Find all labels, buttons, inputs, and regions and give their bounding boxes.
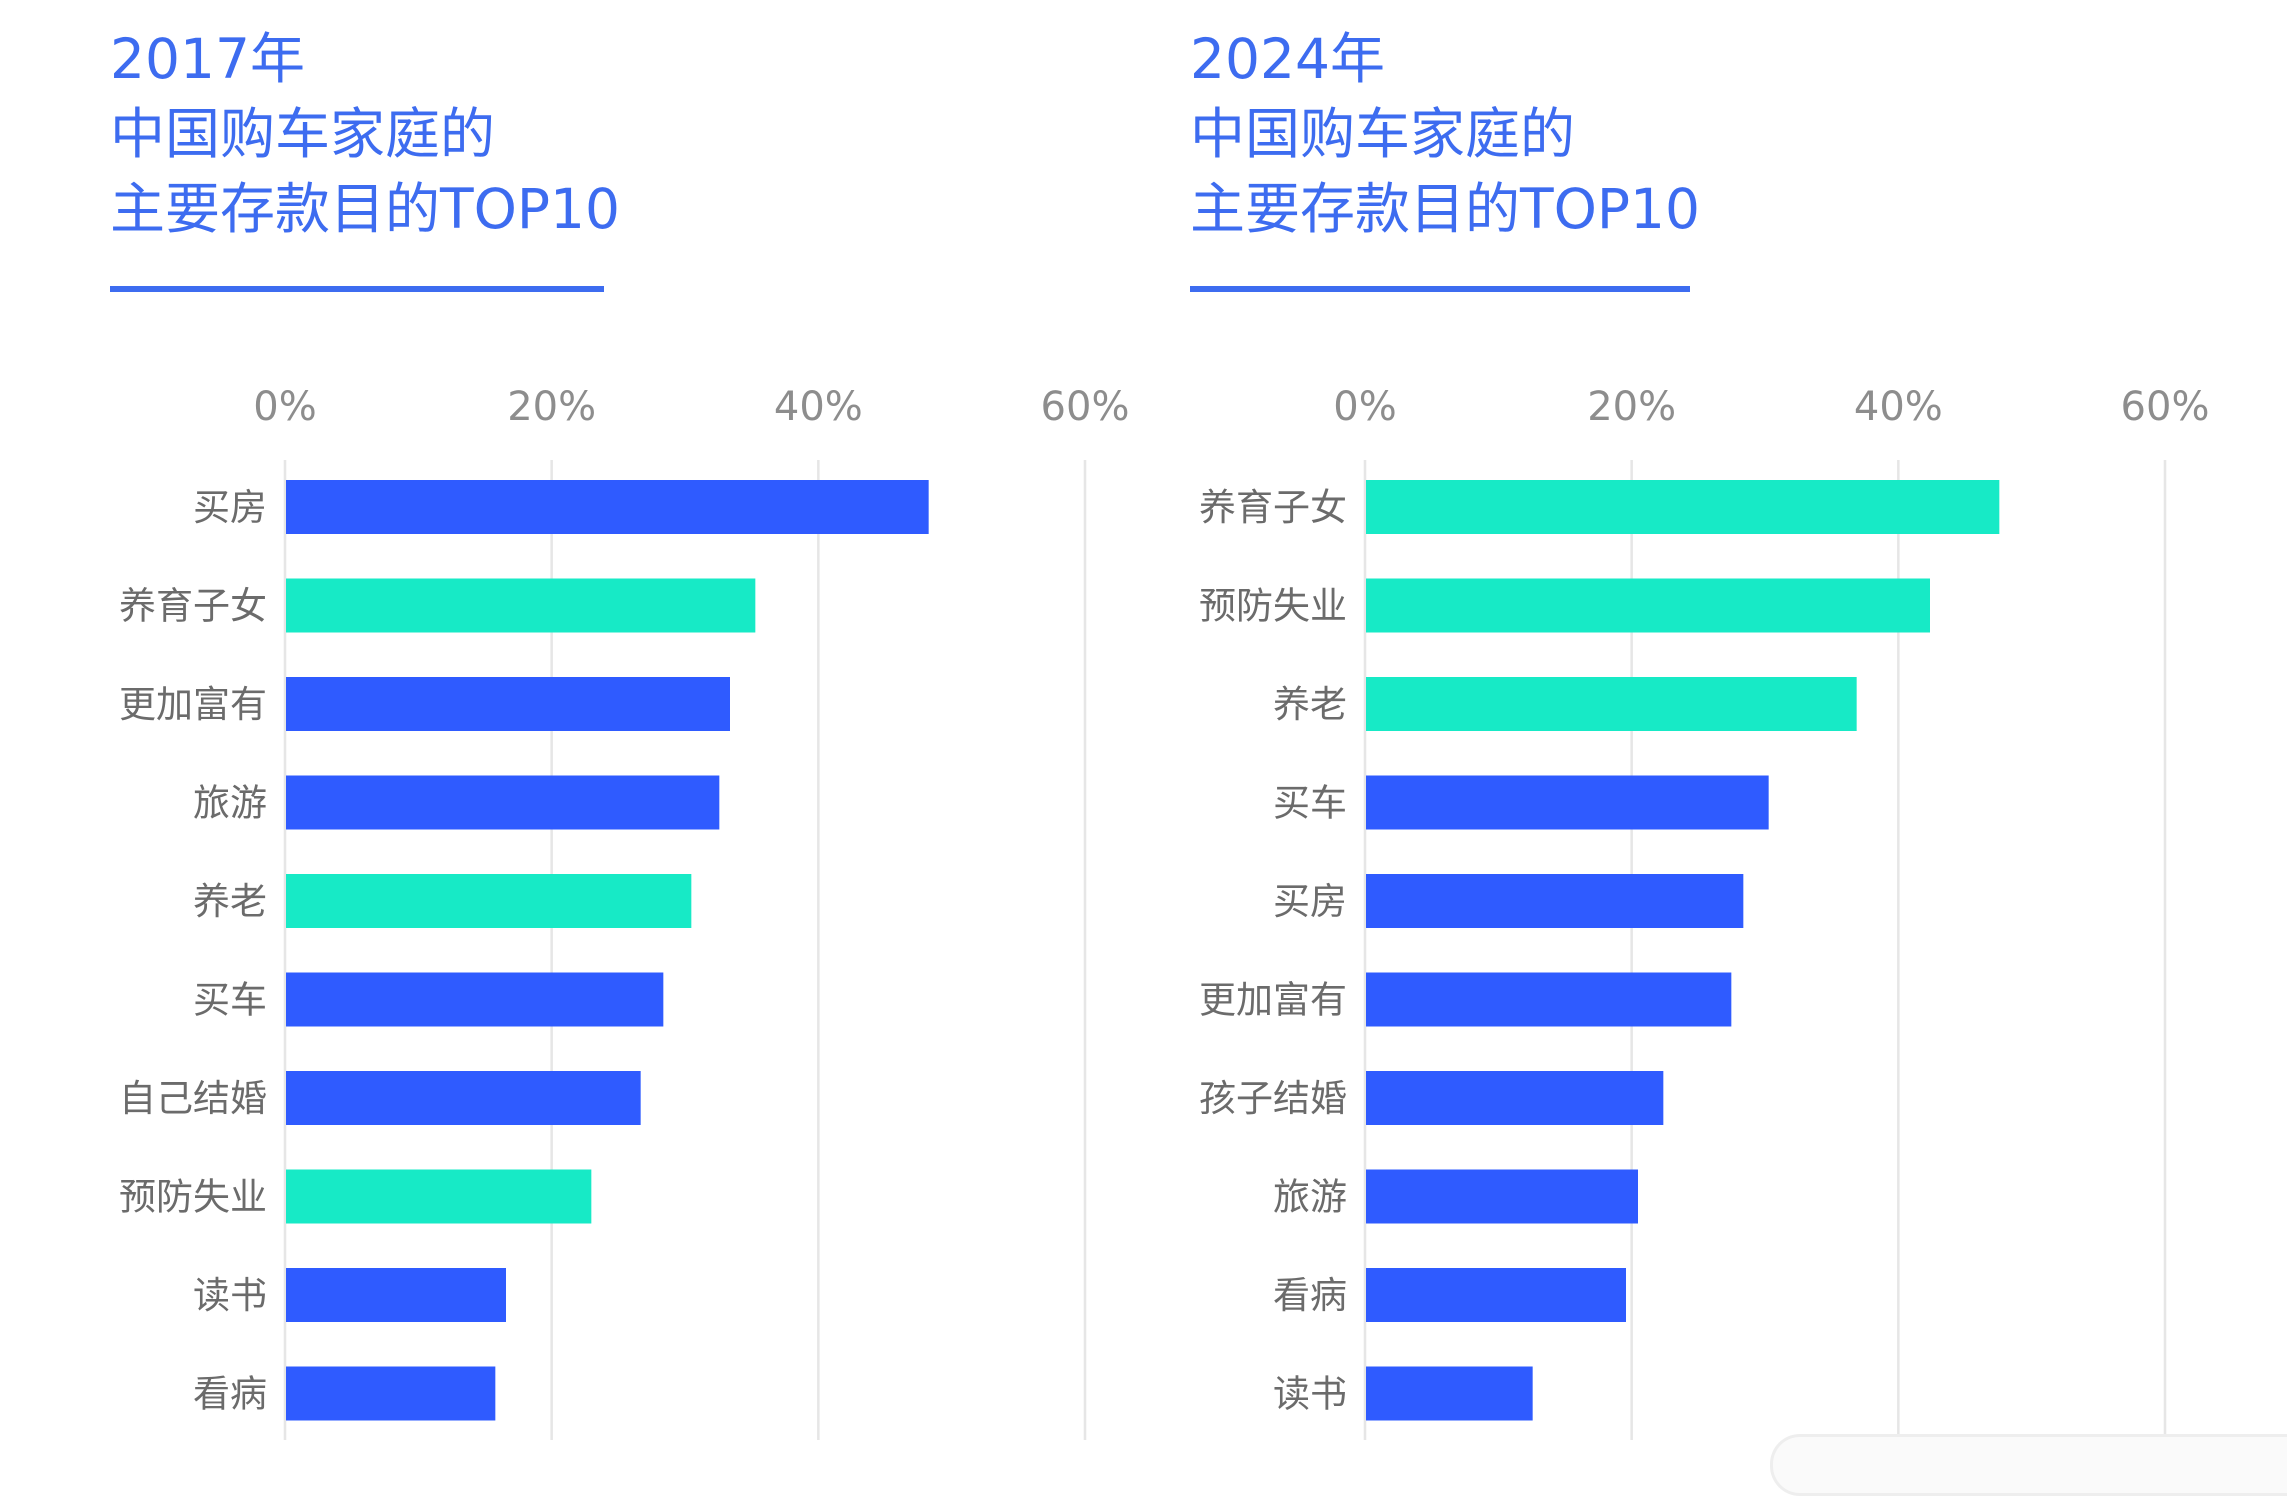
x-tick-label: 20% (507, 384, 596, 430)
x-tick-label: 0% (253, 384, 316, 430)
category-label: 更加富有 (1199, 979, 1347, 1022)
category-label: 旅游 (193, 782, 267, 825)
bar (1366, 1169, 1638, 1224)
title-underline (110, 286, 604, 292)
bar (1366, 1268, 1626, 1322)
bar (286, 480, 929, 534)
x-tick-label: 40% (774, 384, 863, 430)
bar (286, 775, 720, 830)
category-label: 自己结婚 (119, 1077, 267, 1120)
bar (1366, 677, 1857, 731)
category-label: 看病 (193, 1373, 267, 1416)
title-line-subject: 中国购车家庭的 (1190, 102, 1576, 166)
bar (286, 677, 730, 731)
x-tick-label: 40% (1854, 384, 1943, 430)
bar (286, 1268, 506, 1322)
chart-title: 2017年 中国购车家庭的 主要存款目的TOP10 (110, 22, 620, 247)
title-line-topic: 主要存款目的TOP10 (110, 177, 621, 241)
bar (286, 1169, 592, 1224)
title-underline (1190, 286, 1690, 292)
category-label: 养老 (193, 880, 267, 923)
bar (1366, 775, 1769, 830)
category-label: 看病 (1273, 1274, 1347, 1317)
x-tick-label: 60% (1041, 384, 1130, 430)
bar (286, 1366, 496, 1421)
category-label: 旅游 (1273, 1176, 1347, 1219)
category-label: 更加富有 (119, 683, 267, 726)
category-label: 养老 (1273, 683, 1347, 726)
watermark-badge (1770, 1434, 2287, 1496)
chart-panel-2017: 2017年 中国购车家庭的 主要存款目的TOP10 0% 20% 40% 60% 买房养… (110, 0, 1210, 1503)
category-label: 预防失业 (119, 1176, 267, 1219)
bar (286, 874, 692, 928)
title-line-subject: 中国购车家庭的 (110, 102, 496, 166)
bar (1366, 874, 1744, 928)
category-label: 孩子结婚 (1199, 1077, 1347, 1120)
category-label: 买车 (1273, 782, 1347, 825)
bar (286, 578, 756, 633)
bar (1366, 1366, 1533, 1421)
x-tick-label: 20% (1587, 384, 1676, 430)
category-label: 预防失业 (1199, 585, 1347, 628)
chart-title: 2024年 中国购车家庭的 主要存款目的TOP10 (1190, 22, 1700, 247)
category-label: 养育子女 (1199, 486, 1347, 529)
bar (286, 1071, 641, 1125)
category-label: 养育子女 (119, 585, 267, 628)
title-line-year: 2017年 (110, 27, 305, 91)
category-label: 读书 (193, 1274, 267, 1317)
category-label: 买房 (193, 486, 267, 529)
bar (1366, 480, 2000, 534)
category-label: 买房 (1273, 880, 1347, 923)
x-tick-label: 60% (2121, 384, 2210, 430)
bar (286, 972, 664, 1027)
chart-panel-2024: 2024年 中国购车家庭的 主要存款目的TOP10 0% 20% 40% 60% 养育子… (1190, 0, 2287, 1503)
title-line-topic: 主要存款目的TOP10 (1190, 177, 1701, 241)
x-tick-label: 0% (1333, 384, 1396, 430)
bar (1366, 1071, 1664, 1125)
category-label: 买车 (193, 979, 267, 1022)
title-line-year: 2024年 (1190, 27, 1385, 91)
bar (1366, 972, 1732, 1027)
bar (1366, 578, 1930, 633)
category-label: 读书 (1273, 1373, 1347, 1416)
